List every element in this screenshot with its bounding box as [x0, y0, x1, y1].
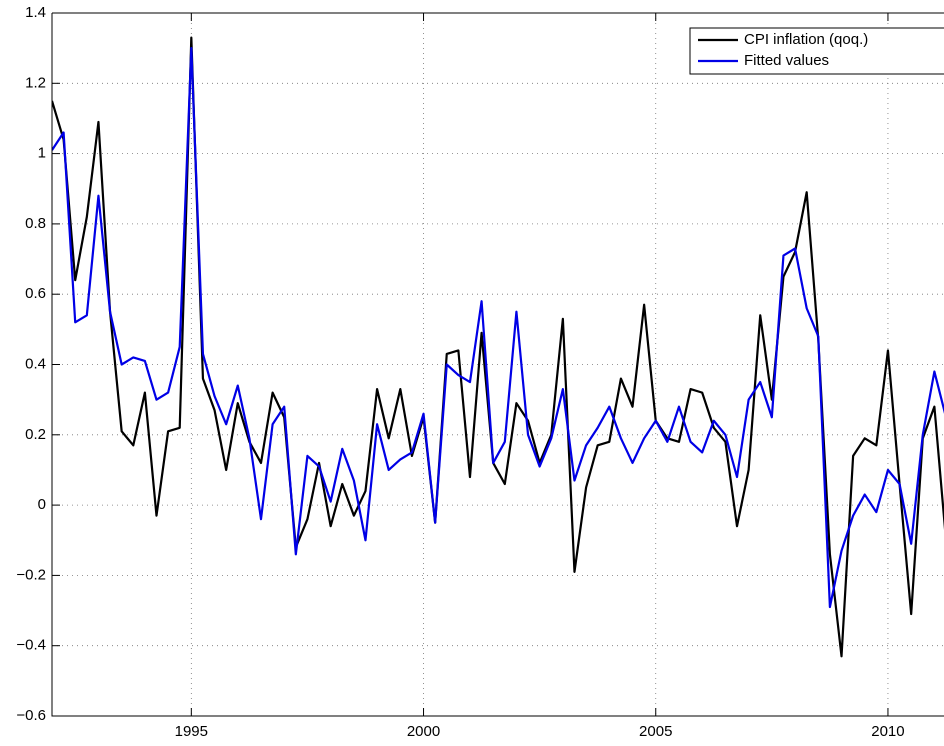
- legend: CPI inflation (qoq.) Fitted values: [689, 27, 944, 75]
- y-tick-label: −0.4: [16, 637, 46, 654]
- y-tick-label: 0.6: [25, 285, 46, 302]
- y-tick-label: −0.6: [16, 707, 46, 724]
- x-tick-label: 2005: [639, 723, 672, 740]
- legend-label: CPI inflation (qoq.): [744, 31, 868, 48]
- x-tick-label: 2010: [871, 723, 904, 740]
- plot-area: [52, 36, 944, 658]
- axis-box: [51, 12, 944, 717]
- y-tick-label: 1.2: [25, 74, 46, 91]
- y-tick-label: −0.2: [16, 566, 46, 583]
- y-tick-label: 1: [38, 145, 46, 162]
- x-tick-label: 2000: [407, 723, 440, 740]
- y-tick-label: 0: [38, 496, 46, 513]
- legend-box: [689, 27, 944, 75]
- y-tick-label: 0.2: [25, 426, 46, 443]
- grid: [52, 12, 944, 717]
- series-line: [52, 36, 944, 658]
- y-tick-label: 0.4: [25, 355, 46, 372]
- y-tick-label: 1.4: [25, 4, 46, 21]
- legend-label: Fitted values: [744, 52, 829, 69]
- series-line: [52, 47, 944, 609]
- y-tick-label: 0.8: [25, 215, 46, 232]
- x-tick-label: 1995: [175, 723, 208, 740]
- axes: −0.6 −0.4 −0.2 0 0.2 0.4 0.6 0.8 1 1.2 1.4 1995 2000…: [16, 4, 944, 740]
